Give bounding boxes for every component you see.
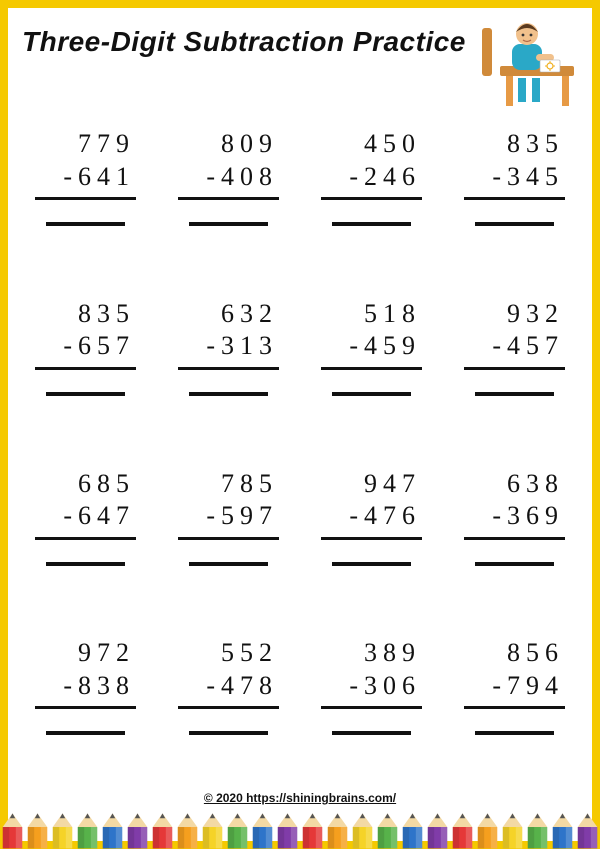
answer-rule [475, 222, 553, 226]
subtrahend: -306 [314, 670, 429, 703]
answer-rule [332, 392, 410, 396]
minuend: 809 [171, 128, 286, 161]
subtraction-problem: 450-246 [314, 128, 429, 272]
equals-rule [321, 367, 422, 370]
subtraction-problem: 932-457 [457, 298, 572, 442]
subtrahend: -369 [457, 500, 572, 533]
minuend: 932 [457, 298, 572, 331]
equals-rule [178, 197, 279, 200]
equals-rule [178, 706, 279, 709]
subtrahend: -478 [171, 670, 286, 703]
equals-rule [464, 197, 565, 200]
subtrahend: -246 [314, 161, 429, 194]
minuend: 947 [314, 468, 429, 501]
subtrahend: -408 [171, 161, 286, 194]
subtraction-problem: 518-459 [314, 298, 429, 442]
equals-rule [35, 197, 136, 200]
minuend: 638 [457, 468, 572, 501]
answer-rule [332, 222, 410, 226]
answer-rule [189, 222, 267, 226]
subtrahend: -647 [28, 500, 143, 533]
subtraction-problem: 389-306 [314, 637, 429, 781]
equals-rule [464, 537, 565, 540]
subtraction-problem: 947-476 [314, 468, 429, 612]
answer-rule [189, 392, 267, 396]
subtraction-problem: 835-345 [457, 128, 572, 272]
minuend: 779 [28, 128, 143, 161]
answer-rule [332, 731, 410, 735]
minuend: 518 [314, 298, 429, 331]
equals-rule [178, 367, 279, 370]
subtraction-problem: 552-478 [171, 637, 286, 781]
subtrahend: -459 [314, 330, 429, 363]
page-title: Three-Digit Subtraction Practice [22, 20, 466, 58]
subtraction-problem: 809-408 [171, 128, 286, 272]
subtrahend: -476 [314, 500, 429, 533]
equals-rule [35, 537, 136, 540]
minuend: 835 [457, 128, 572, 161]
pencil-border-icon [0, 805, 600, 849]
subtrahend: -313 [171, 330, 286, 363]
minuend: 972 [28, 637, 143, 670]
minuend: 632 [171, 298, 286, 331]
minuend: 685 [28, 468, 143, 501]
subtraction-problem: 856-794 [457, 637, 572, 781]
answer-rule [475, 392, 553, 396]
minuend: 785 [171, 468, 286, 501]
equals-rule [464, 367, 565, 370]
subtraction-problem: 779-641 [28, 128, 143, 272]
answer-rule [189, 731, 267, 735]
answer-rule [46, 731, 124, 735]
subtrahend: -657 [28, 330, 143, 363]
subtraction-problem: 685-647 [28, 468, 143, 612]
footer-attribution: © 2020 https://shiningbrains.com/ [8, 791, 592, 805]
minuend: 856 [457, 637, 572, 670]
minuend: 450 [314, 128, 429, 161]
equals-rule [35, 367, 136, 370]
answer-rule [46, 222, 124, 226]
boy-at-desk-icon [478, 20, 578, 110]
equals-rule [321, 197, 422, 200]
header-row: Three-Digit Subtraction Practice [22, 20, 578, 110]
minuend: 552 [171, 637, 286, 670]
subtrahend: -838 [28, 670, 143, 703]
subtrahend: -597 [171, 500, 286, 533]
worksheet-page: Three-Digit Subtraction Practice [0, 0, 600, 849]
subtrahend: -345 [457, 161, 572, 194]
equals-rule [464, 706, 565, 709]
minuend: 389 [314, 637, 429, 670]
equals-rule [321, 537, 422, 540]
equals-rule [178, 537, 279, 540]
answer-rule [189, 562, 267, 566]
answer-rule [332, 562, 410, 566]
subtraction-problem: 632-313 [171, 298, 286, 442]
subtraction-problem: 638-369 [457, 468, 572, 612]
problems-grid: 779-641809-408450-246835-345835-657632-3… [28, 128, 572, 781]
subtraction-problem: 835-657 [28, 298, 143, 442]
subtrahend: -794 [457, 670, 572, 703]
answer-rule [46, 562, 124, 566]
subtraction-problem: 785-597 [171, 468, 286, 612]
answer-rule [475, 731, 553, 735]
answer-rule [46, 392, 124, 396]
minuend: 835 [28, 298, 143, 331]
subtrahend: -641 [28, 161, 143, 194]
equals-rule [321, 706, 422, 709]
answer-rule [475, 562, 553, 566]
subtrahend: -457 [457, 330, 572, 363]
equals-rule [35, 706, 136, 709]
subtraction-problem: 972-838 [28, 637, 143, 781]
